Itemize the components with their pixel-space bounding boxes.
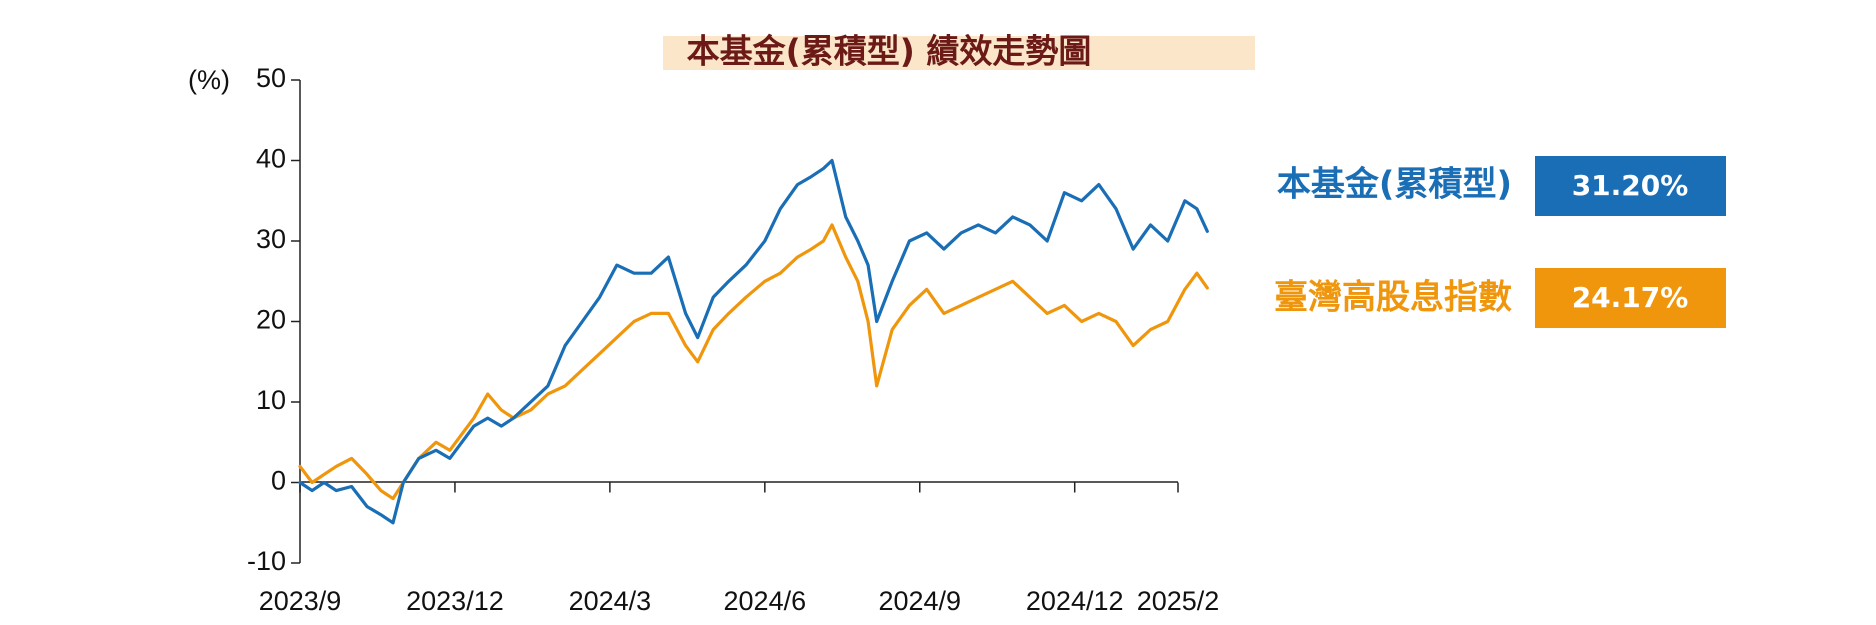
x-tick-label: 2024/3 — [569, 586, 652, 616]
y-axis-ticks: -10 0 10 20 30 40 50 — [247, 63, 300, 576]
y-tick-label: 20 — [256, 305, 286, 335]
legend-value-index: 24.17% — [1572, 281, 1689, 314]
legend-value-box-index — [1535, 268, 1726, 328]
x-tick-label: 2023/12 — [406, 586, 504, 616]
y-tick-label: -10 — [247, 546, 286, 576]
legend-value-box-fund — [1535, 156, 1726, 216]
legend-label-fund: 本基金(累積型) — [1277, 165, 1512, 205]
y-tick-label: 10 — [256, 385, 286, 415]
y-axis-unit-label: (%) — [188, 65, 230, 95]
x-tick-label: 2023/9 — [259, 586, 342, 616]
x-tick-label: 2024/9 — [878, 586, 961, 616]
series-line-fund — [298, 158, 1209, 525]
chart-title: 本基金(累積型) 績效走勢圖 — [687, 32, 1092, 71]
x-tick-label: 2024/6 — [724, 586, 807, 616]
title-banner — [663, 36, 1255, 70]
y-tick-label: 50 — [256, 63, 286, 93]
legend-item-index: 臺灣高股息指數 24.17% — [1274, 268, 1726, 328]
x-tick-label: 2025/2 — [1137, 586, 1220, 616]
y-tick-label: 0 — [271, 466, 286, 496]
x-axis-ticks: 2023/9 2023/12 2024/3 2024/6 2024/9 2024/12 20… — [259, 482, 1220, 616]
x-tick-label: 2024/12 — [1026, 586, 1124, 616]
y-tick-label: 30 — [256, 224, 286, 254]
legend: 本基金(累積型) 31.20% 臺灣高股息指數 24.17% — [1274, 156, 1726, 328]
legend-label-index: 臺灣高股息指數 — [1274, 278, 1512, 318]
legend-value-fund: 31.20% — [1572, 169, 1689, 202]
y-tick-label: 40 — [256, 144, 286, 174]
legend-item-fund: 本基金(累積型) 31.20% — [1277, 156, 1726, 216]
series-lines — [298, 158, 1209, 525]
series-line-index — [298, 223, 1209, 501]
